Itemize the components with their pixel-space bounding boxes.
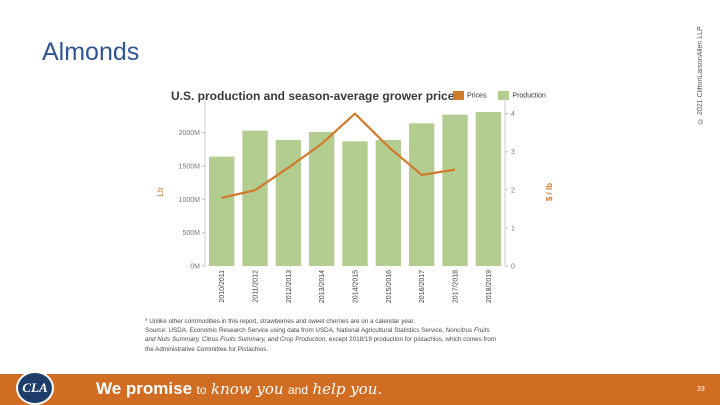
prices-line <box>221 112 456 199</box>
footnote-source-title-1: Noncitrus Fruits <box>445 327 490 335</box>
y-tick-label: 1000M <box>179 197 201 204</box>
x-tick-label: 2018/2019 <box>486 270 493 303</box>
y2-tick-label: 1 <box>511 225 515 232</box>
x-tick-label: 2015/2016 <box>386 270 393 303</box>
x-tick-label: 2016/2017 <box>419 270 426 303</box>
production-bar <box>242 130 268 266</box>
chart-plot-area: 0M 500M 1000M 1500M 2000M 0 1 2 3 4 2010/2011 2011/… <box>156 98 554 303</box>
production-bar <box>475 112 501 266</box>
footnote-source-text: Source: USDA, Economic Research Service … <box>145 327 446 335</box>
y-tick-label: 500M <box>182 230 200 237</box>
production-bar <box>275 140 301 266</box>
cla-logo: CLA <box>16 371 54 405</box>
x-tick-label: 2011/2012 <box>253 270 260 303</box>
y2-tick-label: 2 <box>511 187 515 194</box>
legend-label-production: Production <box>512 92 546 100</box>
y-tick-label: 2000M <box>179 130 201 137</box>
x-tick-label: 2014/2015 <box>353 270 360 303</box>
x-tick-label: 2010/2011 <box>219 270 226 303</box>
legend-item-production: Production <box>498 91 546 100</box>
chart: U.S. production and season-average growe… <box>145 84 575 314</box>
footnote-line-3: and Nuts Summary, Citrus Fruits Summary,… <box>145 335 585 344</box>
tagline-and: and <box>288 383 309 397</box>
chart-footnote: * Unlike other commodities in this repor… <box>145 317 585 354</box>
production-bar <box>442 114 468 267</box>
chart-title: U.S. production and season-average growe… <box>171 89 455 103</box>
legend-swatch-prices <box>453 91 464 100</box>
footnote-line-2: Source: USDA, Economic Research Service … <box>145 326 585 335</box>
tagline-help-you: help you. <box>312 380 383 398</box>
y-tick-label: 0M <box>190 264 200 271</box>
footnote-line-4: the Administrative Committee for Pistach… <box>145 345 269 353</box>
slide-title: Almonds <box>42 38 140 66</box>
y2-tick-label: 0 <box>511 264 515 271</box>
footnote-source-title-2: and Nuts Summary, Citrus Fruits Summary,… <box>145 336 326 344</box>
footer-tagline: We promise to know you and help you. <box>96 379 382 399</box>
x-tick-label: 2017/2018 <box>453 270 460 303</box>
production-bar <box>309 132 335 266</box>
tagline-know-you: know you <box>210 380 284 398</box>
y-tick-label: 1500M <box>179 164 201 171</box>
y2-axis-label: $ / lb <box>545 183 554 201</box>
production-bar <box>209 156 235 266</box>
x-tick-label: 2012/2013 <box>286 270 293 303</box>
legend-swatch-production <box>498 91 510 100</box>
legend-item-prices: Prices <box>453 91 486 100</box>
page-number: 33 <box>697 386 705 393</box>
legend-label-prices: Prices <box>467 92 487 100</box>
chart-legend: Prices Production <box>453 91 556 100</box>
footnote-line-1: * Unlike other commodities in this repor… <box>145 318 415 325</box>
y-axis-label: Lb <box>156 187 165 196</box>
copyright-notice: © 2021 CliftonLarsonAllen LLP <box>697 26 704 124</box>
production-bar <box>375 140 401 266</box>
production-bar <box>342 141 368 266</box>
production-bar <box>409 123 435 266</box>
y2-tick-label: 4 <box>511 111 515 118</box>
tagline-to: to <box>196 383 207 397</box>
footer-bar: CLA We promise to know you and help you.… <box>0 371 720 405</box>
y2-tick-label: 3 <box>511 149 515 156</box>
footnote-source-text-2: , except 2018/19 production for pistachi… <box>325 336 497 344</box>
tagline-we-promise: We promise <box>96 379 193 398</box>
x-tick-label: 2013/2014 <box>319 270 326 303</box>
